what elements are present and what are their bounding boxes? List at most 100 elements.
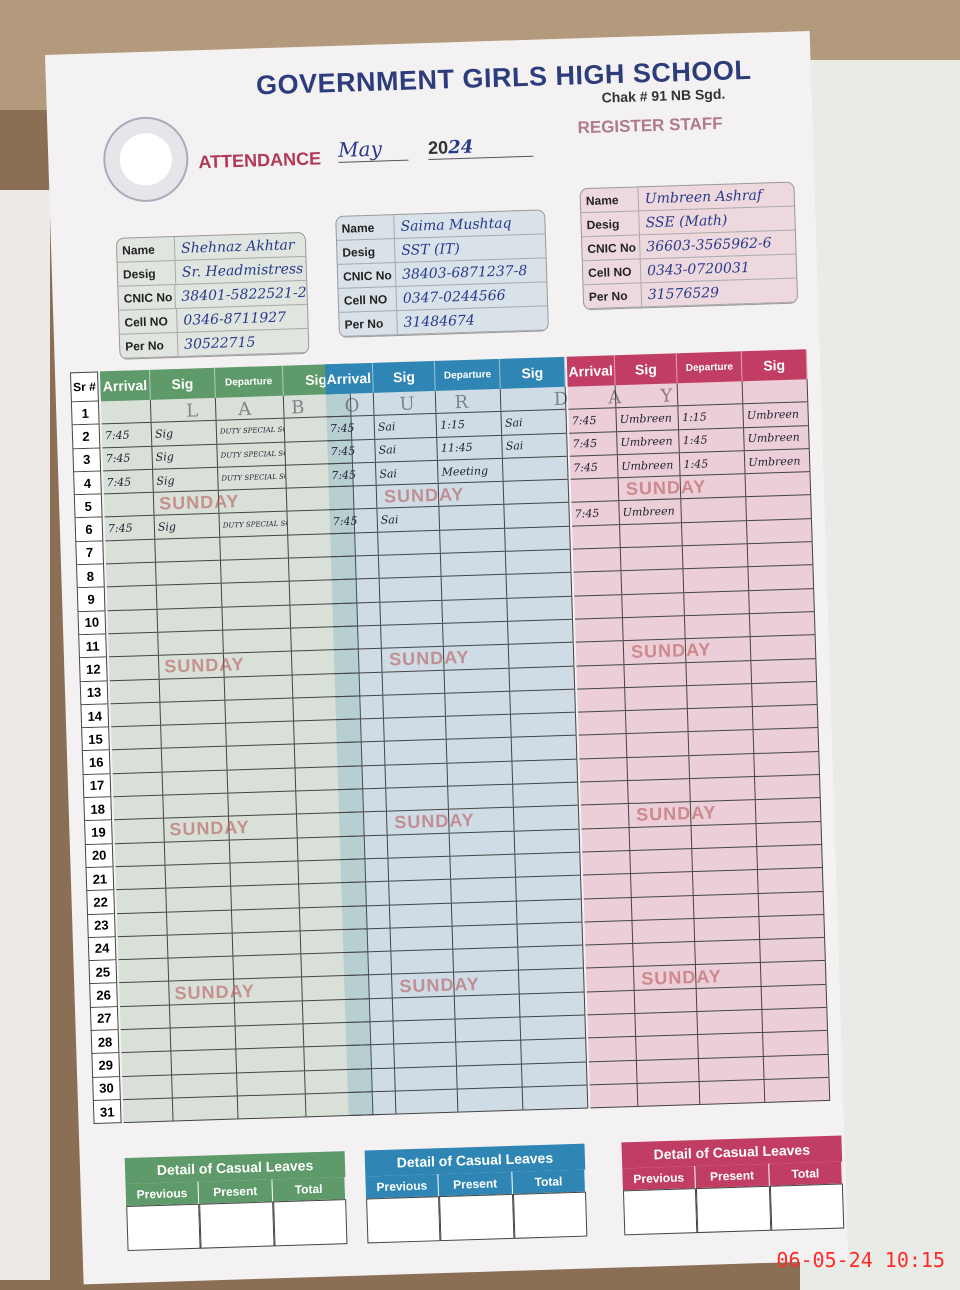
casual-leaves-values	[126, 1199, 348, 1251]
table-cell: Sai	[502, 433, 568, 458]
table-cell	[515, 852, 581, 877]
table-cell	[697, 1009, 764, 1035]
table-cell	[510, 689, 576, 714]
table-cell	[622, 592, 686, 618]
serial-number: 29	[91, 1053, 121, 1078]
table-cell	[452, 901, 518, 926]
card-value-cnic: 38403-6871237-8	[401, 262, 528, 283]
table-cell	[747, 542, 814, 567]
table-cell	[237, 1070, 306, 1096]
table-cell	[387, 833, 451, 858]
table-cell	[330, 532, 379, 557]
table-cell	[155, 537, 221, 562]
table-cell	[156, 584, 223, 609]
table-cell	[441, 551, 507, 577]
table-cell	[630, 848, 694, 874]
table-cell	[166, 910, 233, 935]
table-cell	[385, 763, 449, 788]
leave-column-previous: Previous	[622, 1166, 697, 1191]
table-cell	[763, 1031, 829, 1056]
casual-leaves-values	[366, 1191, 588, 1244]
sunday-stamp: SUNDAY	[158, 491, 240, 514]
table-cell: 7:45	[101, 423, 153, 447]
table-cell	[589, 1083, 639, 1108]
serial-number: 25	[88, 960, 118, 985]
table-cell	[508, 619, 574, 644]
table-cell	[624, 662, 688, 687]
leave-value-cell	[622, 1188, 698, 1236]
column-header-sig: Sig	[741, 349, 808, 382]
sunday-stamp: SUNDAY	[635, 802, 717, 826]
table-cell	[681, 497, 748, 522]
table-cell	[225, 698, 294, 723]
table-cell	[631, 872, 695, 897]
table-cell	[161, 747, 228, 772]
table-cell	[511, 736, 578, 761]
serial-number: 15	[81, 727, 110, 752]
serial-number: 13	[79, 680, 109, 706]
table-cell	[699, 1079, 766, 1105]
table-cell	[112, 772, 164, 797]
table-cell: 7:45	[102, 446, 154, 471]
table-cell: Meeting	[438, 458, 504, 484]
table-cell	[235, 1024, 304, 1049]
table-cell	[111, 725, 162, 750]
serial-number: 19	[84, 820, 113, 845]
table-cell	[108, 632, 159, 657]
table-cell	[330, 555, 380, 580]
table-cell: DUTY SPECIAL SQUAD BISE SGD	[216, 418, 285, 444]
table-cell	[389, 879, 453, 905]
attendance-label: ATTENDANCE	[198, 148, 322, 173]
table-cell	[573, 571, 623, 596]
table-cell	[119, 1005, 171, 1030]
table-cell	[220, 558, 290, 584]
staff-card: Name Shehnaz Akhtar Desig Sr. Headmistress C…	[115, 231, 310, 360]
table-cell	[446, 714, 512, 740]
table-cell	[237, 1094, 306, 1119]
table-cell	[229, 838, 298, 863]
card-label: Name	[336, 215, 395, 240]
table-cell: Sai	[375, 460, 440, 485]
table-cell: 7:45	[329, 509, 379, 534]
leave-value-cell	[439, 1193, 515, 1242]
table-cell	[682, 520, 748, 546]
table-cell	[572, 548, 622, 573]
column-header-sig: Sig	[372, 360, 437, 393]
table-cell	[111, 749, 163, 773]
table-cell	[340, 858, 390, 883]
table-cell	[232, 931, 301, 956]
table-cell	[346, 1044, 395, 1069]
attendance-section: Arrival Sig Departure Sig 7:45 Sai 1:15 Sai 7:45…	[324, 356, 589, 1117]
serial-number: 3	[72, 448, 102, 473]
table-cell	[506, 573, 573, 598]
table-cell: Sai	[377, 507, 441, 532]
column-header-arrival: Arrival	[324, 362, 374, 395]
table-cell	[103, 492, 155, 517]
table-cell	[503, 479, 570, 505]
table-cell	[228, 791, 297, 816]
table-cell	[106, 586, 158, 610]
sunday-stamp: SUNDAY	[625, 476, 707, 500]
serial-number: 5	[73, 494, 103, 519]
table-cell	[687, 683, 753, 709]
table-cell	[761, 984, 828, 1009]
table-cell: Sig	[151, 421, 218, 446]
table-cell	[338, 788, 387, 813]
table-cell	[391, 949, 455, 974]
serial-number: 10	[77, 611, 107, 636]
punjab-logo	[102, 115, 190, 204]
table-cell	[585, 944, 634, 968]
table-cell	[570, 478, 620, 503]
table-cell	[519, 968, 585, 994]
table-cell	[509, 666, 576, 691]
table-cell	[689, 753, 756, 779]
table-cell	[220, 535, 289, 560]
table-cell	[628, 779, 692, 804]
table-cell	[341, 881, 390, 906]
table-cell	[171, 1049, 238, 1075]
card-label: CNIC No	[118, 285, 176, 310]
table-cell	[440, 528, 506, 553]
table-cell	[172, 1096, 239, 1121]
card-label: Cell NO	[582, 259, 642, 285]
serial-number: 2	[71, 424, 101, 449]
